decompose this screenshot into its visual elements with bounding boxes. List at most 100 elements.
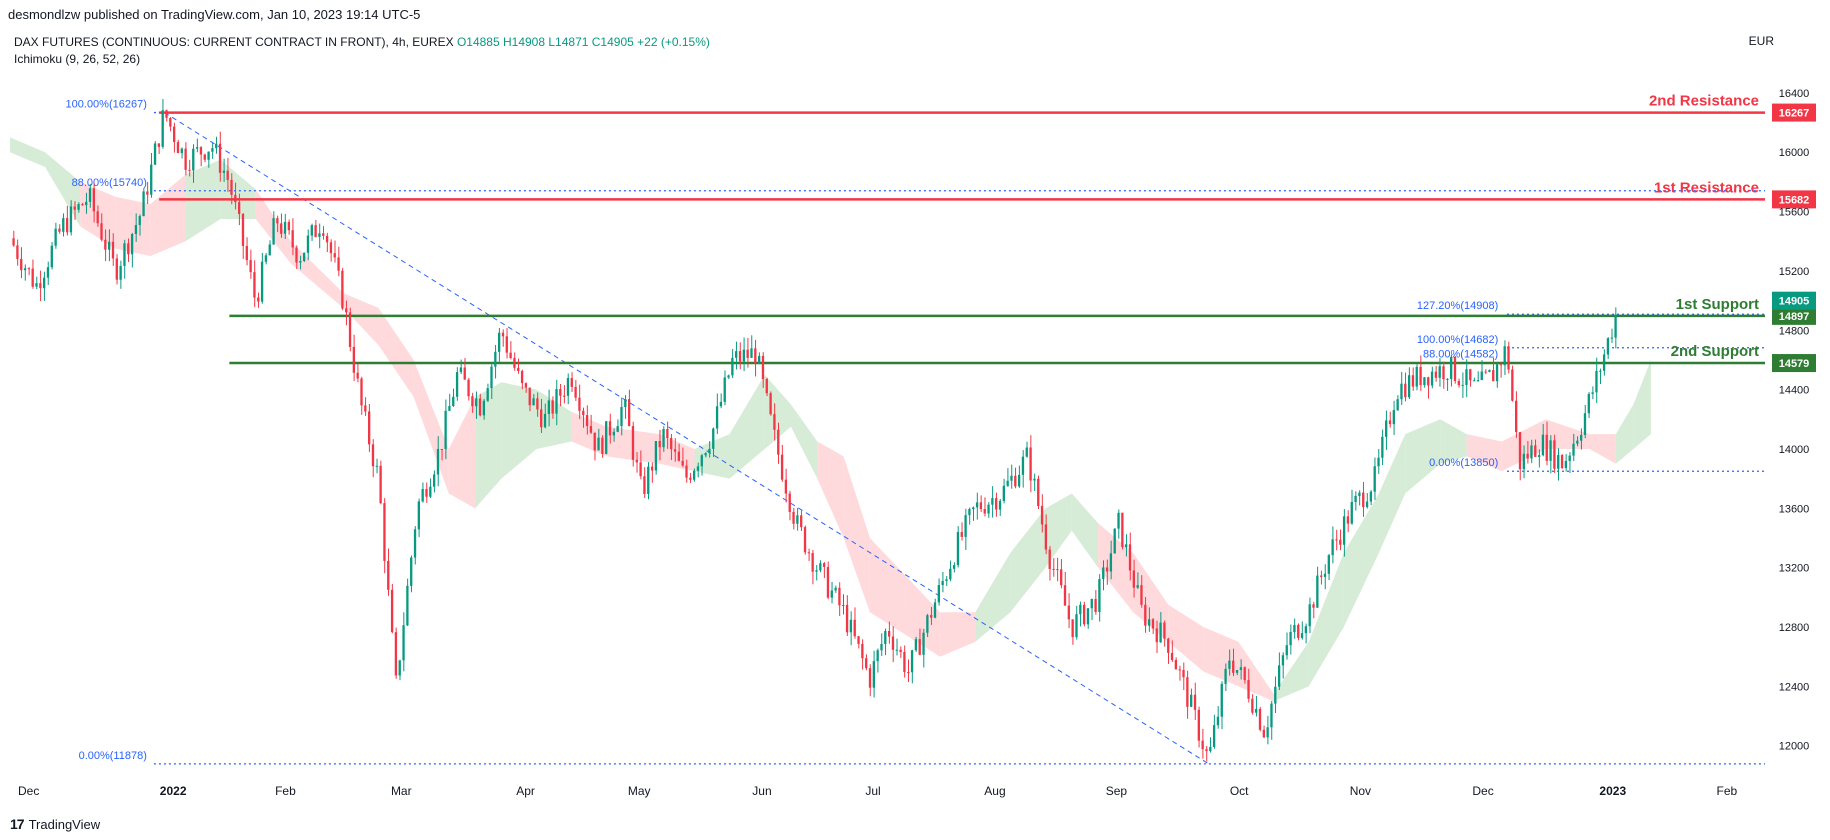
- candle-body: [1518, 432, 1522, 470]
- candle-body: [1216, 716, 1220, 726]
- candle-body: [639, 462, 642, 477]
- candle-body: [1170, 652, 1174, 661]
- candle-body: [1235, 670, 1239, 673]
- candle-body: [1419, 366, 1422, 386]
- candle-body: [69, 206, 73, 233]
- candle-body: [1037, 478, 1040, 506]
- candle-body: [1224, 668, 1227, 684]
- cloud-segment: [1133, 552, 1169, 642]
- candle-body: [520, 371, 524, 384]
- candle-body: [1423, 377, 1426, 386]
- footer-brand[interactable]: 17 TradingView: [10, 816, 100, 832]
- brand-name: TradingView: [28, 816, 101, 832]
- candle-body: [1159, 622, 1162, 643]
- candle-body: [696, 466, 700, 471]
- candle-body: [1086, 608, 1090, 625]
- candle-body: [42, 277, 46, 289]
- candle-body: [1128, 544, 1132, 571]
- fib-level-label: 88.00%(15740): [72, 177, 147, 189]
- candle-body: [325, 235, 329, 243]
- candle-body: [1503, 346, 1506, 366]
- symbol-name[interactable]: DAX FUTURES (CONTINUOUS: CURRENT CONTRAC…: [14, 35, 454, 49]
- candle-body: [800, 515, 803, 528]
- candle-body: [39, 283, 42, 289]
- cloud-segment: [501, 382, 537, 479]
- candle-body: [12, 238, 15, 246]
- y-tick-label: 14800: [1779, 325, 1810, 337]
- candle-body: [119, 265, 122, 280]
- y-tick-label: 16000: [1779, 147, 1810, 159]
- candle-body: [1262, 729, 1265, 738]
- candle-body: [505, 336, 508, 353]
- high-value: H14908: [502, 35, 546, 49]
- candle-body: [1320, 575, 1323, 577]
- candle-body: [1469, 369, 1472, 381]
- x-tick-label: Dec: [18, 784, 39, 798]
- candle-body: [807, 552, 811, 554]
- candle-body: [295, 247, 298, 263]
- cloud-segment: [1466, 434, 1502, 472]
- candle-body: [601, 437, 604, 454]
- candle-body: [471, 396, 474, 407]
- candle-body: [463, 367, 466, 380]
- candle-body: [1197, 709, 1200, 741]
- candle-body: [815, 570, 818, 572]
- candle-body: [1147, 619, 1151, 626]
- candle-body: [134, 225, 138, 235]
- candle-body: [1094, 598, 1097, 612]
- cloud-segment: [1308, 552, 1344, 687]
- x-tick-label: Dec: [1472, 784, 1493, 798]
- candle-body: [1507, 346, 1510, 370]
- candle-body: [215, 143, 218, 149]
- candle-body: [532, 398, 535, 406]
- cloud-segment: [1343, 493, 1379, 628]
- candle-body: [1205, 749, 1208, 752]
- candle-body: [819, 563, 822, 571]
- candle-body: [1270, 703, 1273, 728]
- candle-body: [1610, 337, 1613, 339]
- candle-body: [754, 348, 757, 364]
- candle-body: [1564, 460, 1568, 469]
- candle-body: [203, 154, 206, 160]
- candle-body: [398, 660, 401, 676]
- candle-body: [20, 258, 23, 271]
- candle-body: [933, 602, 937, 618]
- candle-body: [719, 401, 723, 407]
- candle-body: [1511, 369, 1514, 401]
- cloud-segment: [1098, 523, 1134, 613]
- candle-body: [1323, 573, 1327, 577]
- candle-body: [1247, 680, 1250, 699]
- candle-body: [390, 589, 394, 633]
- candle-body: [937, 585, 940, 603]
- candle-body: [1461, 384, 1464, 386]
- candle-body: [1415, 366, 1418, 387]
- candle-body: [788, 493, 791, 512]
- candle-body: [689, 477, 692, 480]
- candle-body: [1155, 628, 1158, 643]
- cloud-segment: [448, 397, 476, 509]
- candle-body: [1274, 686, 1277, 704]
- candle-body: [62, 218, 65, 232]
- candle-body: [536, 398, 539, 410]
- candle-body: [436, 448, 440, 475]
- candle-body: [1220, 683, 1223, 717]
- candle-body: [402, 625, 405, 661]
- level-price-tag: [1772, 190, 1816, 209]
- candle-body: [27, 268, 31, 270]
- cloud-segment: [975, 552, 1011, 642]
- candle-body: [945, 579, 948, 582]
- candle-body: [972, 507, 975, 510]
- candle-body: [364, 405, 367, 412]
- candle-body: [195, 147, 199, 149]
- cloud-segment: [817, 441, 844, 538]
- indicator-label[interactable]: Ichimoku (9, 26, 52, 26): [14, 52, 141, 66]
- cloud-segment: [10, 137, 46, 168]
- candle-body: [830, 590, 833, 598]
- candle-body: [1373, 466, 1376, 492]
- candle-body: [1526, 453, 1529, 459]
- candle-body: [631, 426, 635, 460]
- candle-body: [670, 437, 673, 450]
- ichimoku-cloud: [10, 137, 1651, 702]
- candle-body: [1312, 604, 1315, 608]
